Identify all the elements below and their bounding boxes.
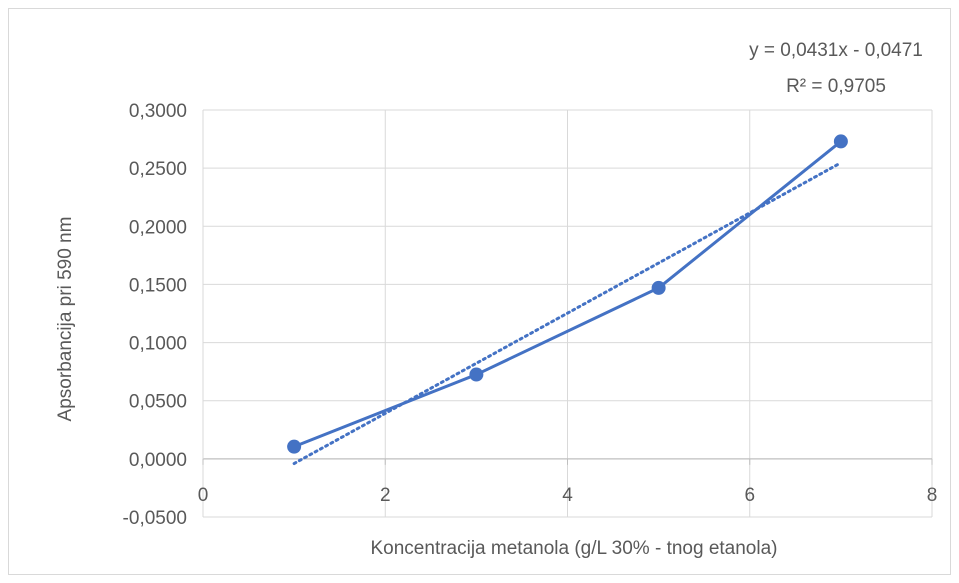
data-point xyxy=(833,134,848,149)
x-tick-label: 6 xyxy=(744,485,755,506)
y-tick-label: 0,0500 xyxy=(129,392,187,413)
data-point xyxy=(287,439,302,454)
series-line xyxy=(293,140,842,449)
x-tick-label: 4 xyxy=(562,485,573,506)
scatter-chart: -0,0500 0,0000 0,0500 0,1000 0,1500 0,2000 0,2… xyxy=(55,40,938,559)
data-point xyxy=(469,367,484,382)
y-tick-label: 0,2000 xyxy=(129,217,187,238)
data-point xyxy=(651,280,666,295)
chart-area: -0,0500 0,0000 0,0500 0,1000 0,1500 0,2000 0,2… xyxy=(8,8,951,575)
trendline xyxy=(292,161,843,466)
trendline-path xyxy=(292,161,843,466)
x-axis-title: Koncentracija metanola (g/L 30% - tnog e… xyxy=(371,538,778,559)
y-tick-label: 0,1500 xyxy=(129,275,187,296)
trendline-r2: R² = 0,9705 xyxy=(786,76,886,97)
y-tick-label: 0,1000 xyxy=(129,334,187,355)
x-tick-label: 2 xyxy=(380,485,391,506)
data-series xyxy=(287,134,848,454)
x-tick-label: 0 xyxy=(198,485,209,506)
y-tick-label: 0,2500 xyxy=(129,159,187,180)
tick-labels: -0,0500 0,0000 0,0500 0,1000 0,1500 0,2000 0,2… xyxy=(123,101,938,529)
y-tick-label: -0,0500 xyxy=(123,508,187,529)
axes xyxy=(202,110,933,517)
trendline-equation: y = 0,0431x - 0,0471 xyxy=(749,40,923,61)
gridlines xyxy=(203,109,933,518)
y-tick-label: 0,0000 xyxy=(129,450,187,471)
x-tick-label: 8 xyxy=(927,485,938,506)
y-axis-title: Apsorbancija pri 590 nm xyxy=(55,217,76,422)
y-tick-label: 0,3000 xyxy=(129,101,187,122)
